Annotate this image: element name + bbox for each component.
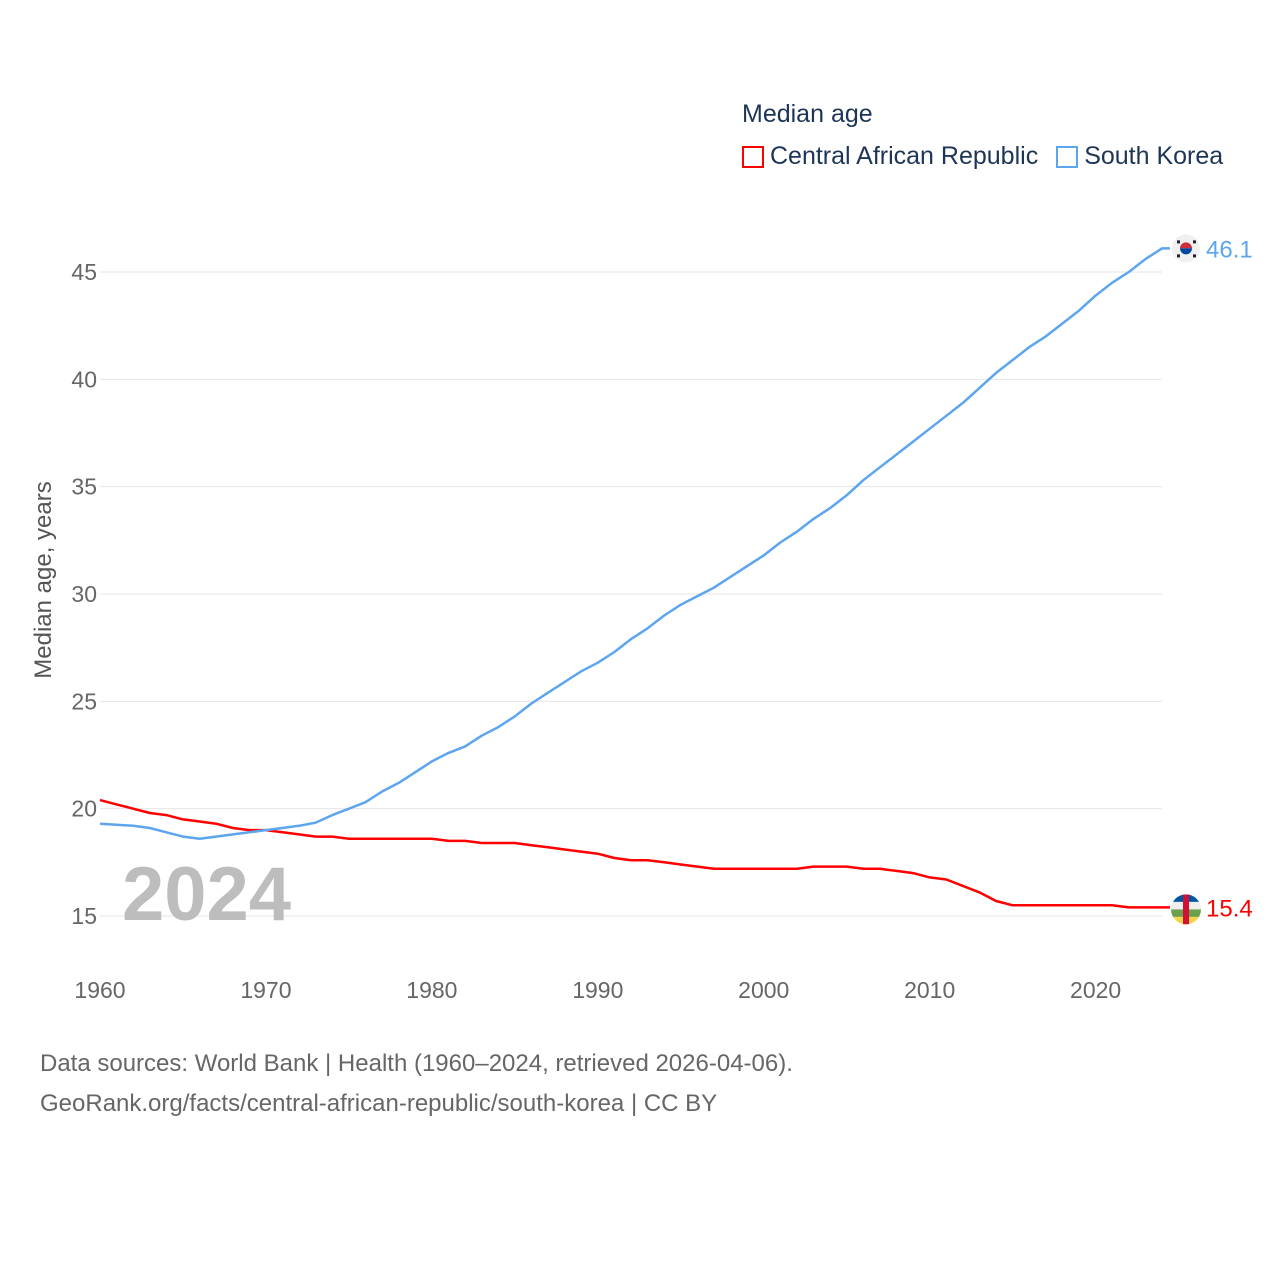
y-tick-label: 30 [71, 581, 97, 607]
flag-trigram [1193, 254, 1196, 258]
legend-title: Median age [742, 100, 873, 128]
legend-label: South Korea [1084, 142, 1224, 170]
x-tick-label: 1980 [406, 977, 457, 1003]
legend-swatch [1056, 145, 1079, 168]
year-watermark: 2024 [122, 852, 291, 937]
footer: Data sources: World Bank | Health (1960–… [40, 1044, 793, 1124]
series-end-labels: 15.4 46.1 [1171, 234, 1253, 925]
legend-item-south-korea[interactable]: South Korea [1056, 142, 1223, 171]
x-axis-ticks: 1960 1970 1980 1990 2000 2010 2020 [74, 977, 1121, 1003]
south-korea-flag-icon [1172, 234, 1200, 263]
flag-trigram [1177, 254, 1180, 258]
flag-trigram [1177, 240, 1180, 244]
y-tick-label: 40 [71, 366, 97, 392]
y-axis-ticks: 15 20 25 30 35 40 45 [71, 259, 97, 929]
legend-swatch [742, 145, 764, 168]
series-end-label: 15.4 [1206, 895, 1253, 922]
series-line-central-african-republic [99, 798, 1170, 909]
x-tick-label: 2010 [904, 977, 955, 1003]
flag-red-band [1183, 894, 1189, 925]
x-tick-label: 2020 [1070, 977, 1121, 1003]
y-tick-label: 25 [71, 688, 97, 714]
central-african-republic-flag-icon [1171, 894, 1201, 925]
attribution-link[interactable]: GeoRank.org/facts/central-african-republ… [40, 1090, 718, 1117]
x-tick-label: 1960 [74, 977, 125, 1003]
flag-taeguk-blue [1180, 248, 1192, 255]
flag-taeguk-red [1180, 242, 1192, 249]
legend-label: Central African Republic [770, 142, 1039, 170]
data-source-note: Data sources: World Bank | Health (1960–… [40, 1050, 793, 1077]
x-tick-label: 2000 [738, 977, 789, 1003]
flag-stripes [1171, 894, 1201, 925]
x-tick-label: 1970 [240, 977, 291, 1003]
flag-trigram [1193, 240, 1196, 244]
y-tick-label: 15 [71, 903, 97, 929]
legend: Central African Republic South Korea [742, 142, 1223, 171]
y-tick-label: 45 [71, 259, 97, 285]
series-end-label: 46.1 [1206, 236, 1253, 263]
x-tick-label: 1990 [572, 977, 623, 1003]
series-lines [99, 247, 1170, 909]
series-line-south-korea [99, 247, 1170, 840]
gridlines [100, 271, 1162, 917]
legend-item-central-african-republic[interactable]: Central African Republic [742, 142, 1038, 171]
y-axis-label: Median age, years [30, 481, 57, 678]
y-tick-label: 35 [71, 474, 97, 500]
y-tick-label: 20 [71, 796, 97, 822]
